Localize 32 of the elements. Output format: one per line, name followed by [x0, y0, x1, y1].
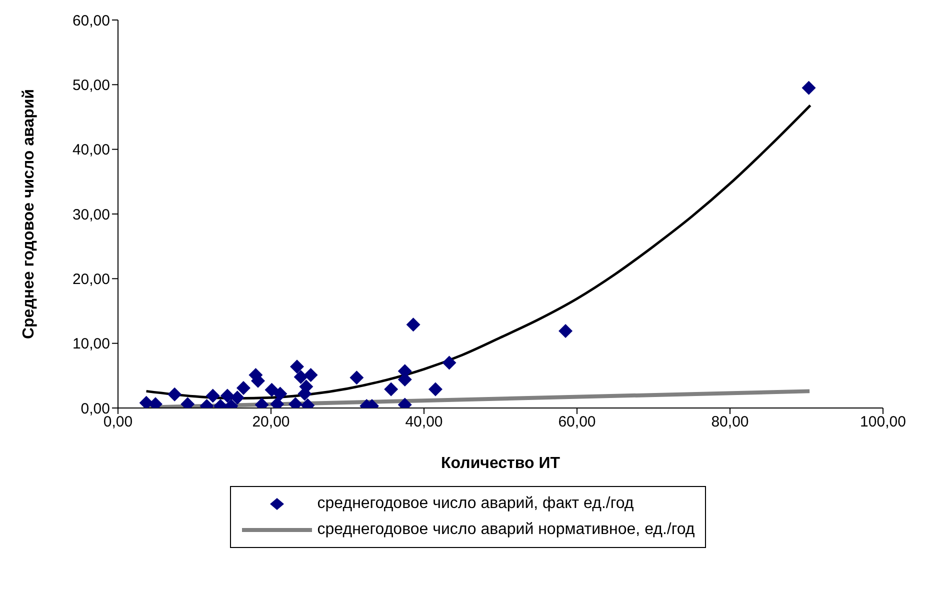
point [236, 380, 250, 395]
point [406, 318, 420, 332]
point [442, 356, 456, 370]
y-axis-title: Среднее годовое число аварий [20, 88, 38, 340]
x-tick-label: 40,00 [405, 414, 443, 431]
y-tick-label: 30,00 [72, 206, 110, 224]
point [558, 324, 573, 338]
point [168, 387, 182, 402]
legend-label: среднегодовое число аварий, факт ед./год [317, 495, 634, 513]
x-axis-title: Количество ИТ [441, 455, 560, 472]
point [294, 370, 308, 384]
point [802, 80, 816, 95]
point [206, 388, 220, 403]
point [230, 390, 244, 405]
point [220, 388, 234, 403]
x-tick-label: 20,00 [252, 414, 290, 431]
y-tick-label: 20,00 [72, 270, 110, 288]
x-tick-label: 80,00 [711, 414, 749, 431]
point [304, 368, 318, 382]
y-tick-label: 60,00 [72, 12, 110, 30]
point [273, 386, 288, 401]
point [428, 382, 442, 396]
x-tick-label: 60,00 [558, 414, 596, 431]
y-tick-label: 50,00 [72, 76, 110, 94]
x-tick-label: 100,00 [860, 414, 906, 431]
point [290, 360, 304, 374]
point [264, 382, 279, 397]
y-tick-label: 10,00 [72, 336, 110, 353]
y-tick-label: 40,00 [72, 142, 110, 159]
point [350, 370, 364, 385]
point [384, 382, 398, 396]
legend-label: среднегодовое число аварий нормативное, ед./год [317, 521, 695, 539]
